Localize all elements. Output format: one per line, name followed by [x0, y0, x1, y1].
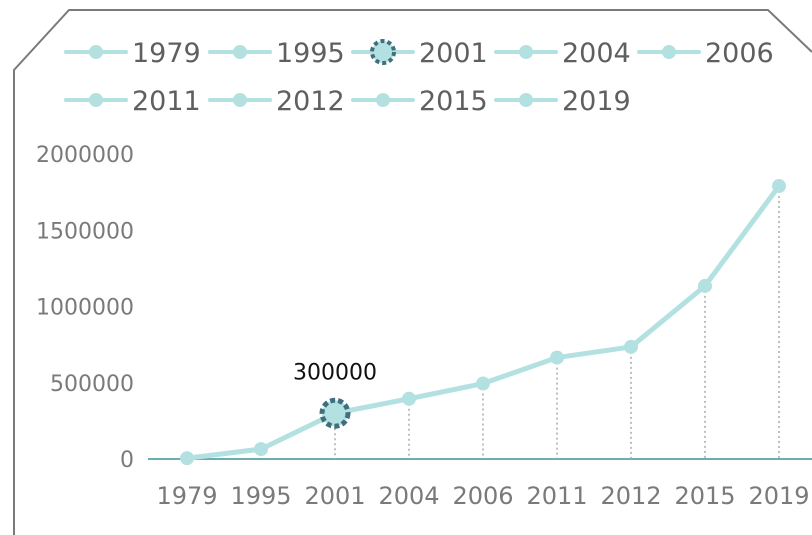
x-tick-label: 2012 [600, 482, 661, 510]
x-tick-label: 2004 [378, 482, 439, 510]
legend-label: 2001 [419, 38, 488, 69]
x-tick-label: 1995 [230, 482, 291, 510]
legend-item[interactable]: 1979 [64, 38, 201, 69]
y-tick-label: 2000000 [36, 143, 134, 168]
legend-marker [233, 45, 247, 59]
x-tick-label: 1979 [156, 482, 217, 510]
legend-marker [519, 93, 533, 107]
y-tick-label: 1500000 [36, 219, 134, 244]
legend: 1979 1995 2001 2004 2006 2011 2012 2015 2019 [64, 38, 774, 117]
legend-label: 1995 [276, 38, 345, 69]
legend-item[interactable]: 2019 [494, 86, 631, 117]
x-tick-label: 2015 [674, 482, 735, 510]
x-tick-label: 2011 [526, 482, 587, 510]
data-point[interactable] [698, 278, 712, 293]
y-tick-label: 0 [120, 448, 134, 473]
data-point[interactable] [402, 391, 416, 406]
legend-marker [519, 45, 533, 59]
legend-marker [662, 45, 676, 59]
y-tick-label: 500000 [50, 372, 134, 397]
data-label: 300000 [293, 360, 377, 385]
legend-marker [376, 93, 390, 107]
legend-item[interactable]: 2012 [208, 86, 345, 117]
legend-marker [233, 93, 247, 107]
legend-item[interactable]: 1995 [208, 38, 345, 69]
legend-label: 2004 [562, 38, 631, 69]
data-point[interactable] [550, 350, 564, 365]
legend-label: 2012 [276, 86, 345, 117]
legend-label: 2019 [562, 86, 631, 117]
data-point[interactable] [476, 376, 490, 391]
data-point[interactable] [624, 339, 638, 354]
legend-highlight-marker [370, 39, 396, 65]
x-tick-label: 2019 [748, 482, 809, 510]
legend-item[interactable]: 2004 [494, 38, 631, 69]
series-line [184, 183, 782, 461]
chart-frame [13, 9, 812, 535]
x-tick-label: 2006 [452, 482, 513, 510]
data-point[interactable] [180, 451, 194, 466]
y-tick-label: 1000000 [36, 296, 134, 321]
legend-marker [89, 93, 103, 107]
legend-marker [89, 45, 103, 59]
legend-label: 2015 [419, 86, 488, 117]
legend-label: 2011 [132, 86, 201, 117]
data-point[interactable] [772, 179, 786, 194]
legend-label: 1979 [132, 38, 201, 69]
x-tick-label: 2001 [304, 482, 365, 510]
data-point-highlighted[interactable] [319, 397, 351, 429]
legend-label: 2006 [705, 38, 774, 69]
legend-item[interactable]: 2001 [351, 38, 488, 69]
legend-item[interactable]: 2006 [637, 38, 774, 69]
legend-item[interactable]: 2015 [351, 86, 488, 117]
legend-item[interactable]: 2011 [64, 86, 201, 117]
data-point[interactable] [254, 442, 268, 457]
